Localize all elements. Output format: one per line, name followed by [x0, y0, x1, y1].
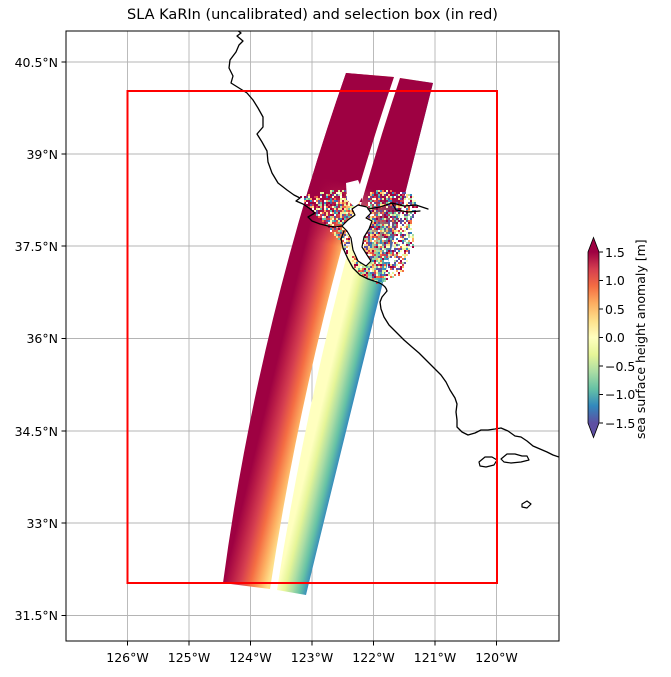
- colorbar-label: sea surface height anomaly [m]: [633, 239, 648, 439]
- y-tick-label: 34.5°N: [14, 423, 58, 439]
- y-tick-label: 31.5°N: [14, 608, 58, 623]
- y-tick-label: 39°N: [26, 146, 58, 162]
- colorbar-gradient: [587, 236, 600, 439]
- colorbar-tick-label: 0.5: [605, 301, 625, 317]
- x-tick-label: 120°W: [475, 650, 518, 665]
- x-tick-label: 124°W: [229, 650, 272, 665]
- colorbar-tick-label: −0.5: [605, 358, 636, 374]
- colorbar-tick-label: −1.5: [605, 415, 636, 431]
- x-tick-label: 123°W: [290, 650, 334, 665]
- colorbar-tick-label: 0.0: [605, 330, 625, 345]
- colorbar-tick-label: −1.0: [605, 387, 636, 402]
- y-tick-label: 36°N: [26, 331, 58, 346]
- x-axis-ticks: [127, 641, 497, 646]
- selection-box-rect: [126, 90, 498, 584]
- colorbar-tick-label: 1.5: [605, 244, 625, 260]
- coastline: [228, 31, 559, 509]
- x-tick-label: 122°W: [352, 650, 395, 665]
- y-axis-ticks: [61, 61, 66, 616]
- coastline-south: [340, 230, 559, 458]
- x-tick-label: 121°W: [413, 650, 457, 665]
- chart-title: SLA KaRIn (uncalibrated) and selection b…: [127, 7, 498, 23]
- colorbar-ticks: [599, 251, 603, 424]
- y-tick-label: 37.5°N: [14, 238, 58, 254]
- delta-waterways: [367, 202, 429, 213]
- colorbar: [587, 236, 603, 439]
- channel-islands: [478, 453, 532, 509]
- colorbar-tick-label: 1.0: [605, 273, 625, 288]
- x-tick-label: 126°W: [106, 650, 149, 665]
- sf-bay-outline: [341, 204, 373, 267]
- y-tick-label: 40.5°N: [14, 54, 58, 70]
- x-tick-label: 125°W: [167, 650, 211, 665]
- no-data-patch: [346, 180, 364, 208]
- y-tick-label: 33°N: [26, 515, 58, 531]
- coastline-north: [228, 31, 343, 228]
